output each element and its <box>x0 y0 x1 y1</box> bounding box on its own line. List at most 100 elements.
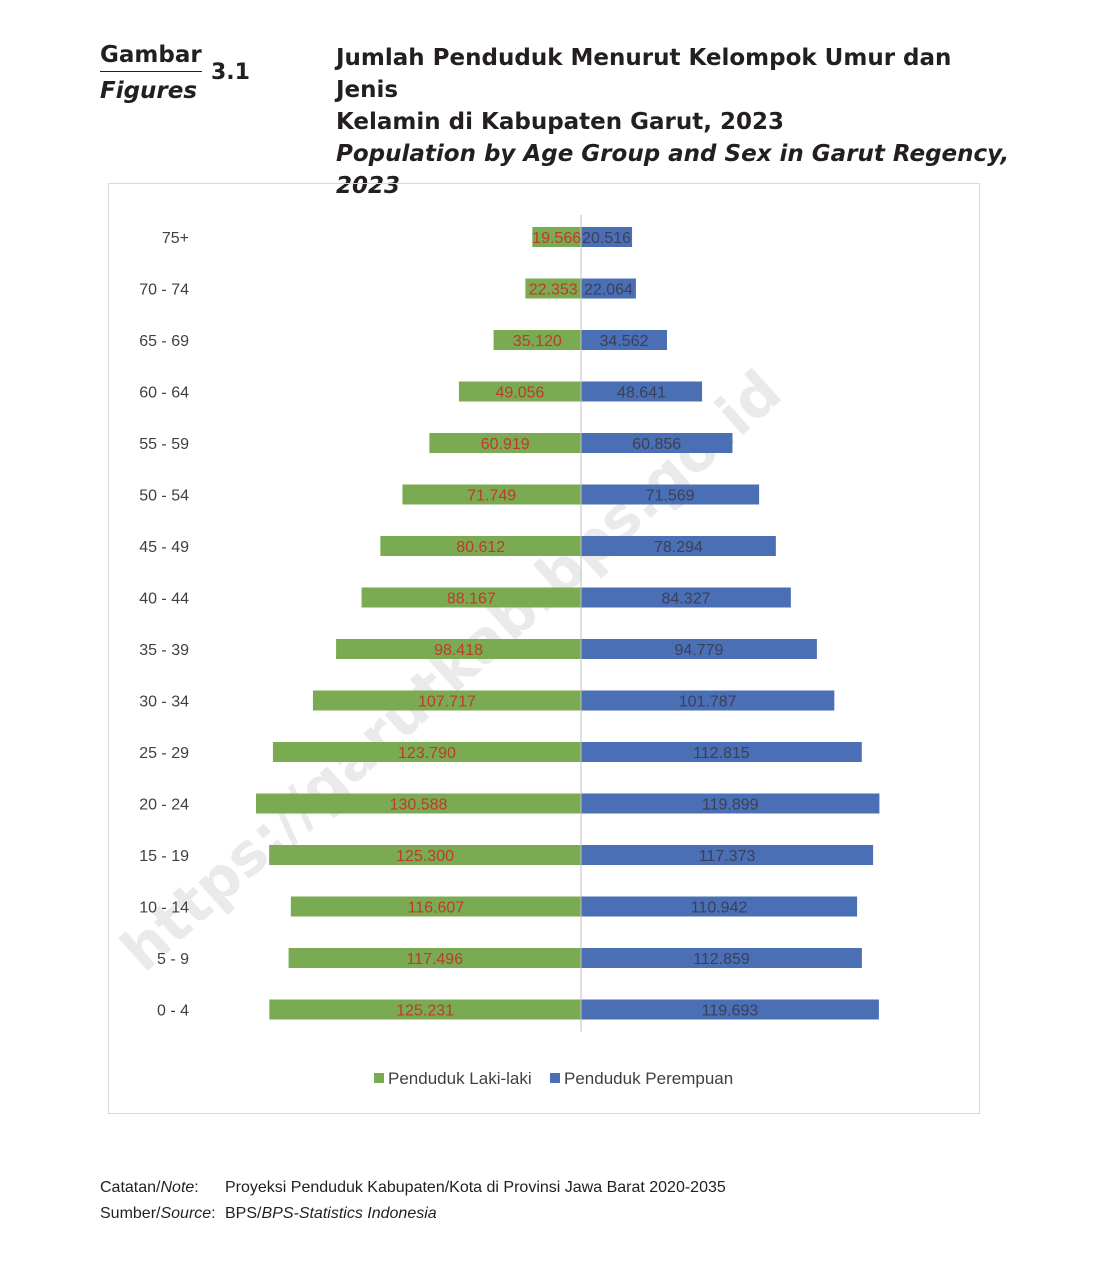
y-tick-label: 65 - 69 <box>139 333 189 350</box>
bar-male <box>269 845 581 865</box>
figure-number: 3.1 <box>211 60 250 85</box>
bar-male <box>532 227 581 247</box>
note-key-en: Note <box>160 1179 195 1196</box>
data-label-male: 19.566 <box>532 230 581 247</box>
bar-male <box>269 999 581 1020</box>
notes-block: Catatan/Note: Proyeksi Penduduk Kabupate… <box>100 1175 726 1227</box>
data-label-female: 117.373 <box>699 848 756 865</box>
bar-female <box>581 587 791 608</box>
bar-female <box>581 999 879 1020</box>
y-tick-label: 35 - 39 <box>139 642 189 659</box>
legend-label-female: Penduduk Perempuan <box>564 1069 733 1088</box>
data-label-male: 107.717 <box>418 694 476 711</box>
y-tick-label: 60 - 64 <box>139 385 189 402</box>
chart-title: Jumlah Penduduk Menurut Kelompok Umur da… <box>336 42 1016 202</box>
data-label-male: 125.300 <box>396 848 454 865</box>
y-tick-label: 45 - 49 <box>139 539 189 556</box>
bar-female <box>581 948 862 968</box>
figure-label-id: Gambar <box>100 42 202 72</box>
bar-female <box>581 381 703 402</box>
title-en: Population by Age Group and Sex in Garut… <box>336 141 1010 199</box>
data-label-male: 98.418 <box>434 642 483 659</box>
bar-male <box>429 433 581 453</box>
data-label-male: 88.167 <box>447 591 496 608</box>
data-label-female: 48.641 <box>617 385 666 402</box>
data-label-female: 34.562 <box>600 333 649 350</box>
data-label-male: 117.496 <box>406 951 463 968</box>
y-tick-label: 30 - 34 <box>139 694 189 711</box>
source-key-id: Sumber/ <box>100 1205 161 1222</box>
data-label-female: 119.693 <box>702 1003 759 1020</box>
note-row: Catatan/Note: Proyeksi Penduduk Kabupate… <box>100 1175 726 1201</box>
y-tick-label: 10 - 14 <box>139 900 189 917</box>
data-label-male: 49.056 <box>495 385 544 402</box>
data-label-male: 125.231 <box>396 1003 454 1020</box>
chart-frame: https://garutkab.bps.go.id 0 - 4 125.231 11… <box>108 183 980 1114</box>
y-tick-label: 40 - 44 <box>139 591 189 608</box>
bar-male <box>288 948 581 968</box>
y-tick-label: 15 - 19 <box>139 848 189 865</box>
bar-female <box>581 896 858 917</box>
legend-label-male: Penduduk Laki-laki <box>388 1069 532 1088</box>
data-label-female: 112.815 <box>693 745 750 762</box>
figure-label-en: Figures <box>100 78 198 104</box>
y-tick-label: 75+ <box>162 230 189 247</box>
source-row: Sumber/Source: BPS/BPS-Statistics Indone… <box>100 1205 437 1222</box>
data-label-male: 130.588 <box>390 797 448 814</box>
data-label-female: 119.899 <box>702 797 759 814</box>
bar-female <box>581 433 733 453</box>
data-label-female: 84.327 <box>661 591 710 608</box>
bar-female <box>581 845 874 865</box>
note-key-id: Catatan/ <box>100 1179 161 1196</box>
bar-female <box>581 690 835 711</box>
y-tick-label: 0 - 4 <box>157 1003 189 1020</box>
data-label-male: 22.353 <box>529 282 578 299</box>
data-label-female: 22.064 <box>584 282 633 299</box>
data-label-female: 60.856 <box>632 436 681 453</box>
bar-female <box>581 227 633 247</box>
figure-label: Gambar Figures <box>100 42 202 104</box>
y-tick-label: 25 - 29 <box>139 745 189 762</box>
bar-male <box>272 742 581 762</box>
bar-male <box>290 896 581 917</box>
bar-male <box>361 587 581 608</box>
population-pyramid-chart: https://garutkab.bps.go.id0 - 4 125.231 11… <box>109 215 880 1088</box>
data-label-female: 110.942 <box>691 900 748 917</box>
y-tick-label: 55 - 59 <box>139 436 189 453</box>
bar-male <box>493 330 581 350</box>
bar-male <box>458 381 581 402</box>
data-label-male: 71.749 <box>467 488 516 505</box>
bar-male <box>256 793 581 814</box>
bar-male <box>525 278 581 299</box>
bar-male <box>336 639 581 659</box>
data-label-male: 116.607 <box>408 900 465 917</box>
y-tick-label: 70 - 74 <box>139 282 189 299</box>
data-label-female: 101.787 <box>679 694 737 711</box>
bar-male <box>312 690 581 711</box>
bar-female <box>581 793 880 814</box>
bar-female <box>581 278 636 299</box>
bar-female <box>581 330 668 350</box>
bar-female <box>581 742 862 762</box>
note-value: Proyeksi Penduduk Kabupaten/Kota di Prov… <box>225 1179 726 1196</box>
y-tick-label: 5 - 9 <box>157 951 189 968</box>
data-label-female: 71.569 <box>646 488 695 505</box>
data-label-male: 123.790 <box>398 745 456 762</box>
bar-male <box>402 484 581 505</box>
data-label-female: 112.859 <box>693 951 750 968</box>
source-value-id: BPS/ <box>225 1205 262 1222</box>
data-label-female: 20.516 <box>582 230 631 247</box>
bar-female <box>581 639 817 659</box>
legend-swatch-female <box>550 1073 560 1083</box>
bar-female <box>581 484 760 505</box>
data-label-male: 35.120 <box>513 333 562 350</box>
data-label-male: 80.612 <box>456 539 505 556</box>
source-value-en: BPS-Statistics Indonesia <box>261 1205 437 1222</box>
data-label-female: 78.294 <box>654 539 703 556</box>
bar-male <box>380 536 581 556</box>
y-tick-label: 20 - 24 <box>139 797 189 814</box>
data-label-female: 94.779 <box>674 642 723 659</box>
data-label-male: 60.919 <box>481 436 530 453</box>
legend-swatch-male <box>374 1073 384 1083</box>
bar-female <box>581 536 776 556</box>
